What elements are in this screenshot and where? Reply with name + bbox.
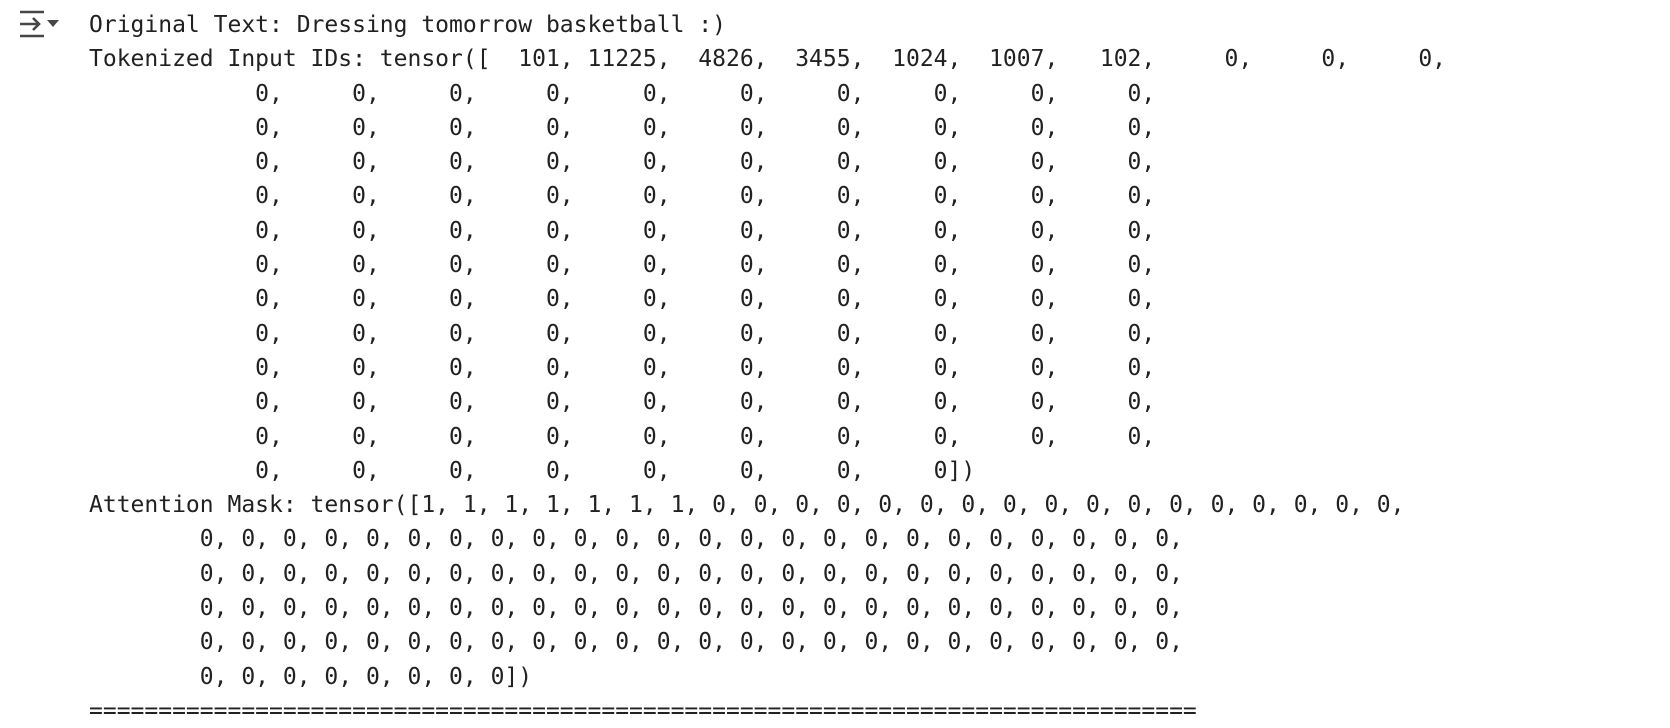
output-line: 0, 0, 0, 0, 0, 0, 0, 0, 0, 0, xyxy=(89,252,1156,279)
output-line: 0, 0, 0, 0, 0, 0, 0, 0, 0, 0, xyxy=(89,114,1156,141)
output-line: 0, 0, 0, 0, 0, 0, 0, 0, 0, 0, xyxy=(89,217,1156,244)
output-line: 0, 0, 0, 0, 0, 0, 0, 0, 0, 0, xyxy=(89,183,1156,210)
output-line: 0, 0, 0, 0, 0, 0, 0, 0, 0, 0, xyxy=(89,80,1156,107)
output-line: 0, 0, 0, 0, 0, 0, 0, 0]) xyxy=(89,663,533,690)
output-line: 0, 0, 0, 0, 0, 0, 0, 0, 0, 0, xyxy=(89,389,1156,416)
output-line-attention-mask: Attention Mask: tensor([1, 1, 1, 1, 1, 1… xyxy=(89,492,1405,519)
output-line: 0, 0, 0, 0, 0, 0, 0, 0, 0, 0, xyxy=(89,320,1156,347)
collapse-output-icon xyxy=(20,10,59,38)
output-line: 0, 0, 0, 0, 0, 0, 0, 0, 0, 0, xyxy=(89,286,1156,313)
output-line: 0, 0, 0, 0, 0, 0, 0, 0, 0, 0, 0, 0, 0, 0… xyxy=(89,595,1183,622)
output-line: 0, 0, 0, 0, 0, 0, 0, 0, 0, 0, xyxy=(89,423,1156,450)
output-line: 0, 0, 0, 0, 0, 0, 0, 0, 0, 0, xyxy=(89,354,1156,381)
output-line: 0, 0, 0, 0, 0, 0, 0, 0, 0, 0, 0, 0, 0, 0… xyxy=(89,560,1183,587)
output-toggle-button[interactable] xyxy=(16,6,62,44)
output-line: 0, 0, 0, 0, 0, 0, 0, 0, 0, 0, 0, 0, 0, 0… xyxy=(89,526,1183,553)
output-separator: ========================================… xyxy=(89,697,1197,724)
output-line-input-ids: Tokenized Input IDs: tensor([ 101, 11225… xyxy=(89,46,1447,73)
output-line: 0, 0, 0, 0, 0, 0, 0, 0, 0, 0, 0, 0, 0, 0… xyxy=(89,629,1183,656)
output-line: 0, 0, 0, 0, 0, 0, 0, 0]) xyxy=(89,457,976,484)
output-line: 0, 0, 0, 0, 0, 0, 0, 0, 0, 0, xyxy=(89,149,1156,176)
output-line-original-text: Original Text: Dressing tomorrow basketb… xyxy=(89,12,726,38)
output-text: Original Text: Dressing tomorrow basketb… xyxy=(89,8,1446,728)
